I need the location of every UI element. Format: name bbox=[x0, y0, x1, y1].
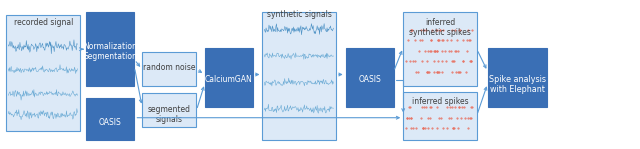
Text: inferred
synthetic spikes: inferred synthetic spikes bbox=[409, 18, 471, 37]
Text: random noise: random noise bbox=[143, 63, 196, 72]
FancyBboxPatch shape bbox=[6, 15, 80, 131]
Text: recorded signal: recorded signal bbox=[13, 18, 73, 27]
FancyBboxPatch shape bbox=[403, 12, 477, 86]
FancyBboxPatch shape bbox=[142, 52, 196, 86]
Text: segmented
signals: segmented signals bbox=[148, 105, 191, 124]
Text: Normalization
Segmentation: Normalization Segmentation bbox=[83, 42, 138, 61]
Text: CalciumGAN: CalciumGAN bbox=[205, 74, 253, 83]
Text: OASIS: OASIS bbox=[358, 74, 381, 83]
Text: synthetic signals: synthetic signals bbox=[267, 10, 332, 19]
Text: Spike analysis
with Elephant: Spike analysis with Elephant bbox=[488, 74, 546, 94]
FancyBboxPatch shape bbox=[86, 12, 134, 86]
Text: OASIS: OASIS bbox=[99, 118, 122, 127]
FancyBboxPatch shape bbox=[86, 98, 134, 140]
FancyBboxPatch shape bbox=[262, 12, 336, 140]
FancyBboxPatch shape bbox=[205, 48, 253, 107]
FancyBboxPatch shape bbox=[346, 48, 394, 107]
FancyBboxPatch shape bbox=[403, 92, 477, 140]
FancyBboxPatch shape bbox=[142, 93, 196, 127]
Text: inferred spikes: inferred spikes bbox=[412, 97, 468, 106]
FancyBboxPatch shape bbox=[488, 48, 547, 107]
